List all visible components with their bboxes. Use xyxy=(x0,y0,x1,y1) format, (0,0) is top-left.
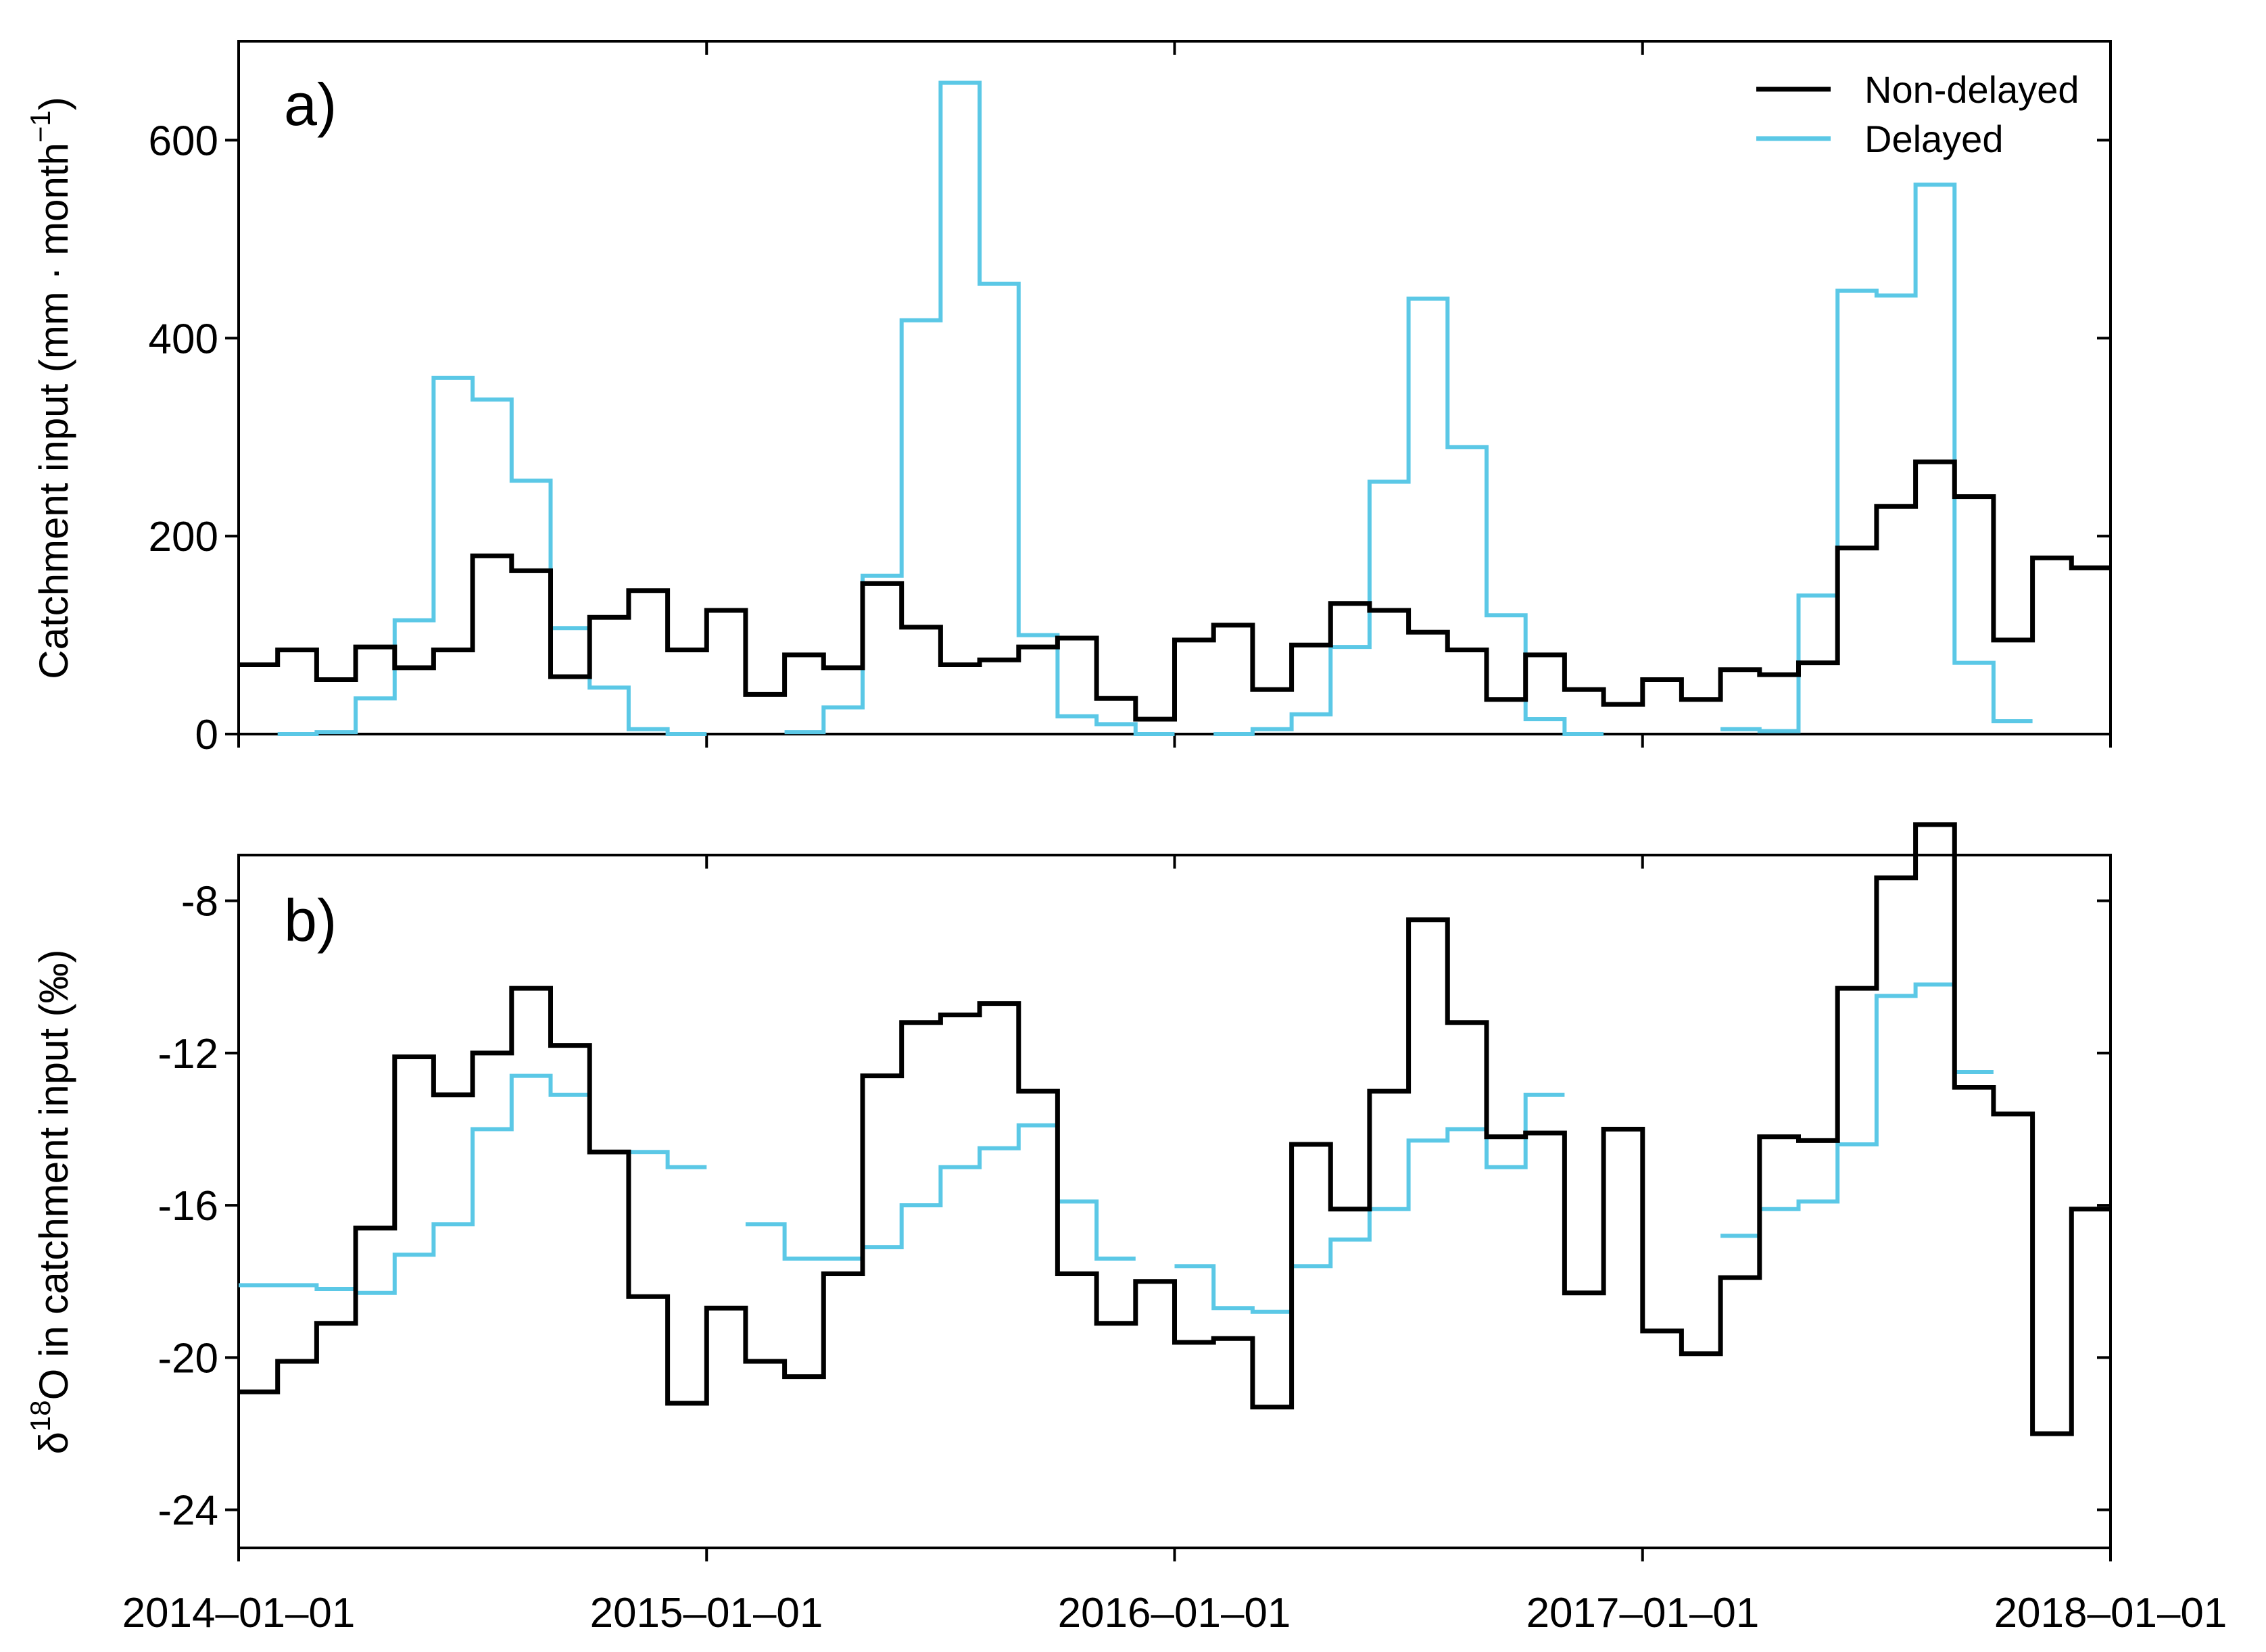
x-tick-label: 2016–01–01 xyxy=(1058,1590,1291,1636)
panel-a-ylabel: Catchment input (mm · month−1) xyxy=(24,97,76,679)
panel-b: -24 -20 -16 -12 -8 b) δ18O in catchment inpu… xyxy=(24,822,2112,1561)
y-tick-label: -16 xyxy=(158,1183,218,1230)
panel-a-axis-marks: 0 200 400 600 xyxy=(149,41,2112,758)
x-tick-label: 2014–01–01 xyxy=(122,1590,356,1636)
panel-a: 0 200 400 600 a) Catchment input (mm · mont… xyxy=(24,40,2112,758)
y-tick-label: -12 xyxy=(158,1031,218,1077)
series-line-delayed-b xyxy=(239,982,1994,1314)
panel-b-axis-marks: -24 -20 -16 -12 -8 xyxy=(158,855,2112,1561)
panel-a-series xyxy=(239,80,2111,736)
y-tick-label: -8 xyxy=(181,879,218,925)
legend: Non-delayed Delayed xyxy=(1756,68,2079,160)
y-tick-label: 400 xyxy=(149,316,218,362)
legend-label-non-delayed: Non-delayed xyxy=(1864,68,2079,111)
x-axis-labels: 2014–01–01 2015–01–01 2016–01–01 2017–01… xyxy=(122,1590,2227,1636)
x-tick-label: 2017–01–01 xyxy=(1526,1590,1760,1636)
panel-a-label: a) xyxy=(284,71,337,138)
y-tick-label: -20 xyxy=(158,1335,218,1382)
y-tick-label: 600 xyxy=(149,118,218,164)
y-tick-label: -24 xyxy=(158,1488,218,1534)
series-line-non-delayed-a xyxy=(239,459,2111,722)
panel-b-series xyxy=(239,822,2111,1436)
y-tick-label: 0 xyxy=(195,712,218,758)
y-tick-label: 200 xyxy=(149,514,218,560)
panel-b-ylabel: δ18O in catchment input (‰) xyxy=(24,949,76,1454)
panel-b-label: b) xyxy=(284,887,337,954)
x-tick-label: 2018–01–01 xyxy=(1994,1590,2227,1636)
x-tick-label: 2015–01–01 xyxy=(590,1590,823,1636)
legend-label-delayed: Delayed xyxy=(1864,118,2003,160)
series-line-non-delayed-b xyxy=(239,822,2111,1436)
panel-a-frame xyxy=(237,40,2112,735)
series-line-delayed-a xyxy=(277,80,2033,736)
